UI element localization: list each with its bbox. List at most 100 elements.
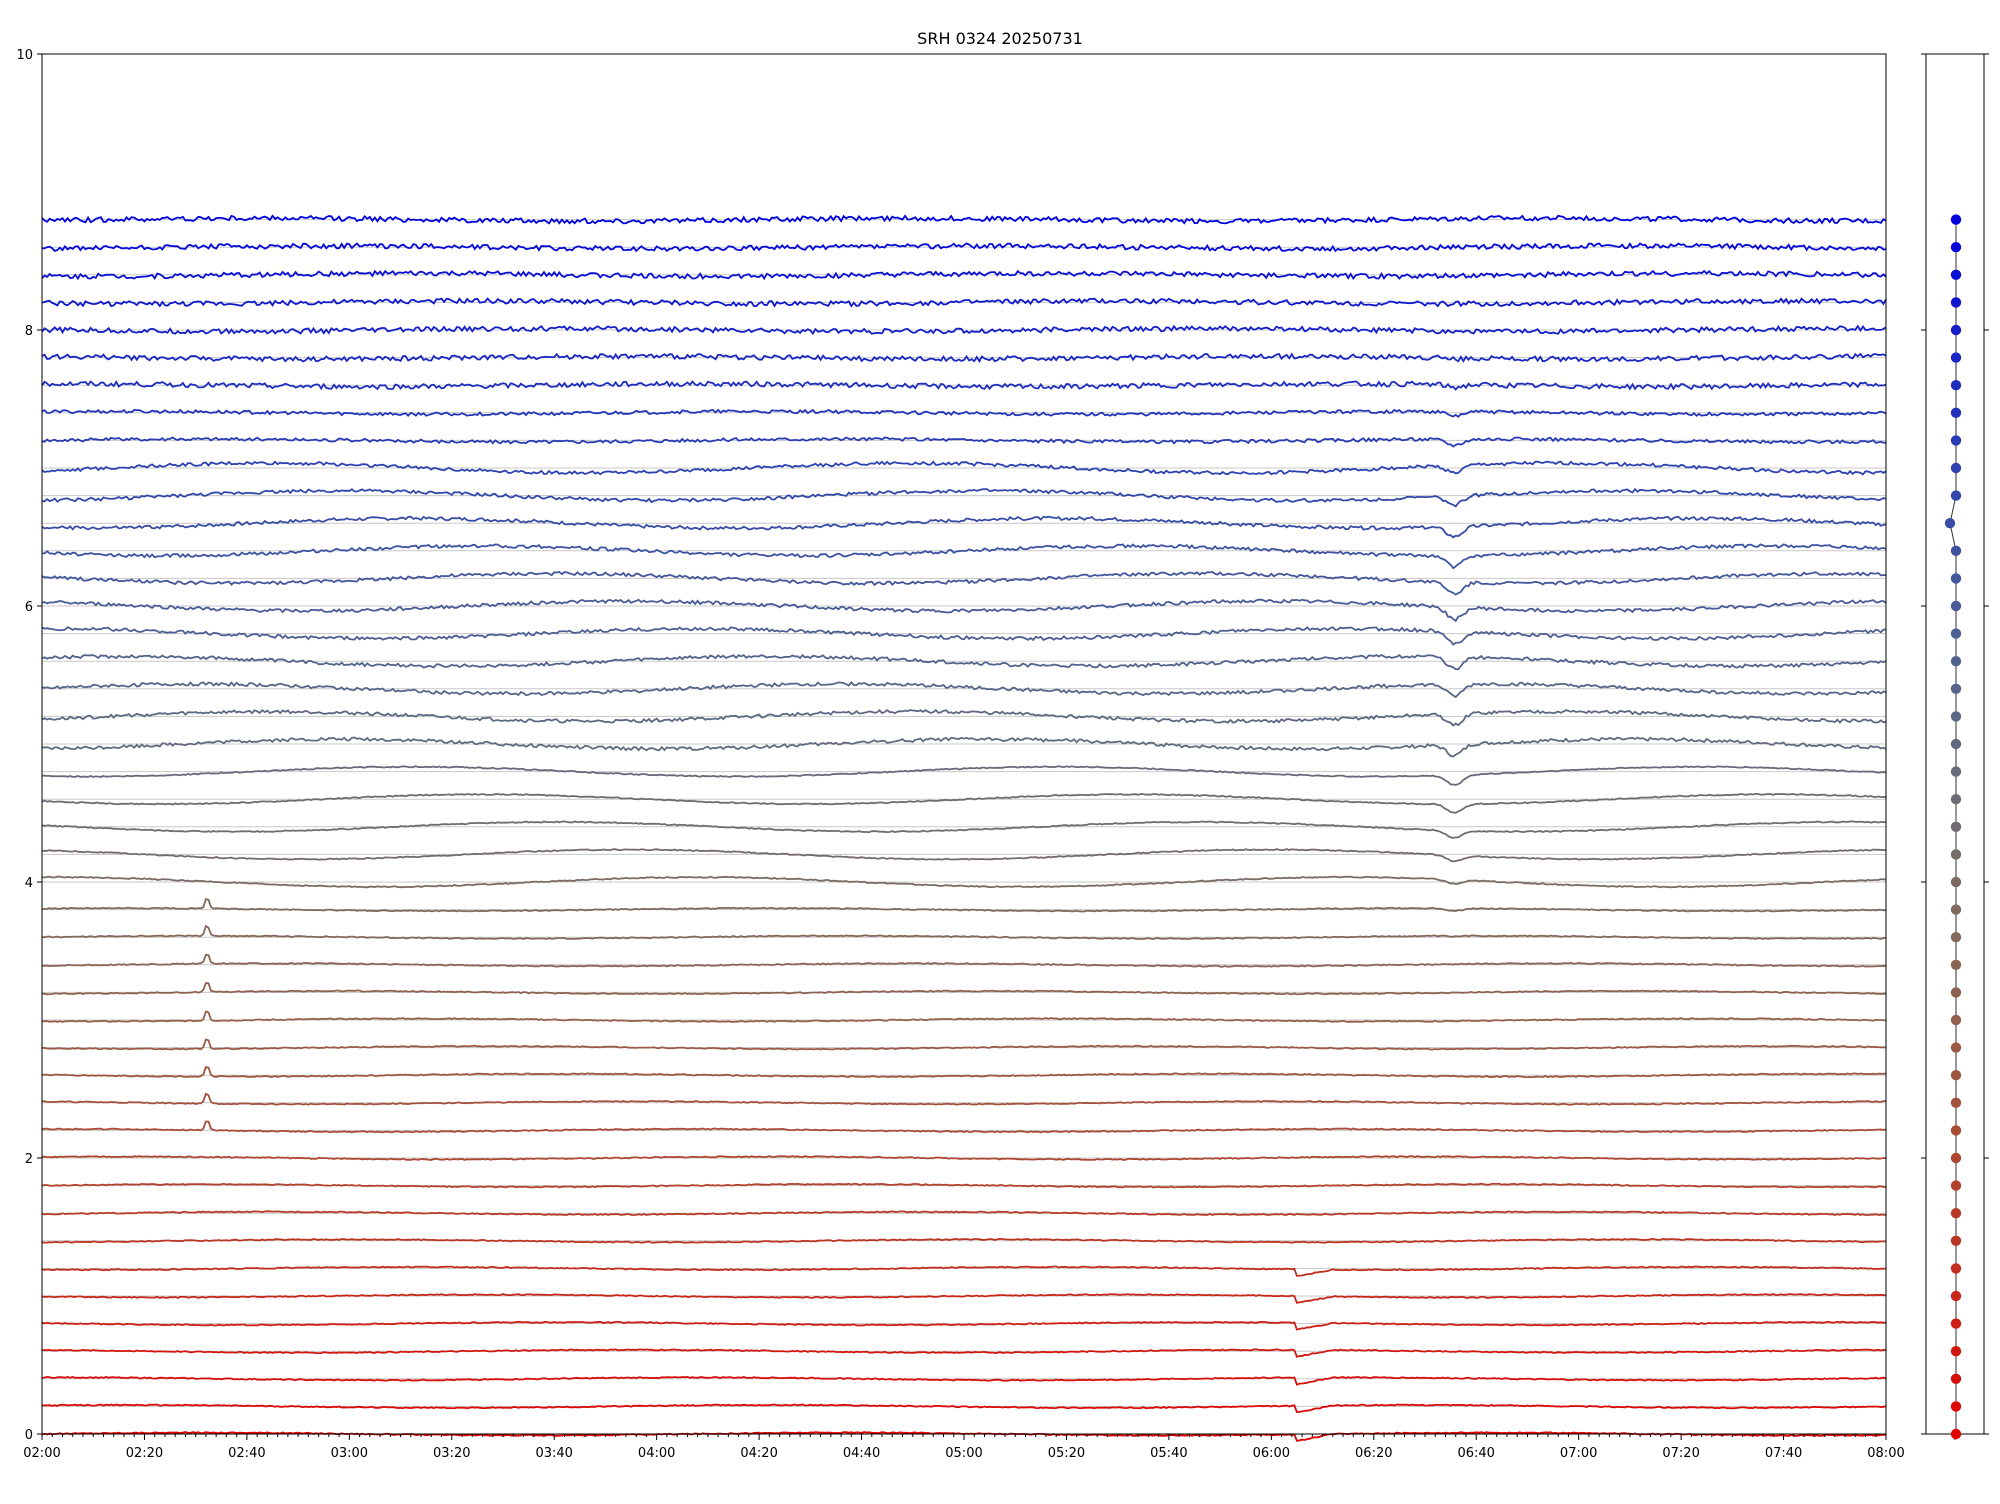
- y-tick-label: 10: [16, 48, 33, 63]
- series-line: [41, 1065, 1887, 1079]
- side-panel-point: [1950, 1428, 1962, 1440]
- side-panel-point: [1950, 352, 1962, 363]
- x-tick-label: 02:00: [23, 1446, 60, 1461]
- x-tick-label: 05:40: [1150, 1446, 1187, 1461]
- side-panel-point: [1950, 1235, 1962, 1247]
- side-panel-point: [1950, 1401, 1962, 1412]
- chart-title: SRH 0324 20250731: [917, 29, 1083, 48]
- series-line: [41, 214, 1887, 225]
- series-line: [42, 543, 1887, 570]
- series-line: [41, 736, 1887, 758]
- series-group: [41, 214, 1887, 1442]
- series-line: [41, 1293, 1887, 1304]
- series-line: [41, 515, 1887, 539]
- series-line: [42, 1092, 1886, 1106]
- series-line: [41, 1237, 1886, 1244]
- series-line: [41, 1375, 1887, 1386]
- side-panel-point: [1950, 656, 1962, 667]
- y-axis: 0 2 4 6 8 10: [16, 48, 42, 1443]
- series-line: [41, 1348, 1887, 1358]
- side-panel-point: [1950, 1290, 1962, 1302]
- side-panel-point: [1950, 242, 1962, 253]
- side-panel-point: [1950, 628, 1962, 639]
- x-tick-label: 08:00: [1867, 1446, 1904, 1461]
- series-line: [41, 487, 1887, 508]
- x-tick-label: 07:20: [1662, 1446, 1699, 1461]
- side-panel-point: [1950, 932, 1962, 943]
- x-tick-label: 07:00: [1560, 1446, 1597, 1461]
- series-line: [41, 792, 1887, 814]
- series-line: [41, 982, 1887, 996]
- series-line: [41, 708, 1887, 727]
- series-line: [41, 626, 1887, 646]
- side-panel-point: [1950, 1070, 1962, 1081]
- side-panel-point: [1950, 1097, 1962, 1109]
- x-axis: 02:00 02:20 02:40 03:00 03:20 03:40 04:00 04:20…: [23, 1434, 1905, 1461]
- series-line: [41, 436, 1886, 448]
- side-panel-point: [1950, 821, 1962, 832]
- x-tick-label: 04:20: [740, 1446, 777, 1461]
- side-panel-points: [1944, 214, 1962, 1440]
- side-panel-point: [1950, 683, 1962, 694]
- x-tick-label: 03:20: [433, 1446, 470, 1461]
- x-tick-label: 02:20: [126, 1446, 163, 1461]
- series-line: [41, 953, 1887, 968]
- side-panel-point: [1950, 380, 1962, 391]
- side-panel-point: [1950, 766, 1962, 777]
- side-panel-point: [1950, 1180, 1962, 1191]
- x-tick-label: 05:00: [945, 1446, 982, 1461]
- y-tick-label: 0: [25, 1428, 33, 1443]
- series-line: [41, 242, 1887, 253]
- series-line: [42, 848, 1887, 863]
- series-line: [41, 571, 1887, 596]
- x-tick-label: 02:40: [228, 1446, 265, 1461]
- series-line: [41, 875, 1887, 889]
- x-tick-label: 06:00: [1253, 1446, 1290, 1461]
- side-panel-point: [1950, 711, 1962, 722]
- series-line: [41, 1265, 1887, 1277]
- side-panel-point: [1950, 1042, 1962, 1053]
- side-panel-point: [1950, 407, 1962, 418]
- series-line: [41, 1320, 1887, 1331]
- x-tick-label: 05:20: [1048, 1446, 1085, 1461]
- series-line: [41, 380, 1887, 391]
- side-panel-point: [1950, 849, 1962, 860]
- side-panel-point: [1950, 462, 1962, 474]
- side-panel-point: [1950, 876, 1962, 888]
- y-tick-label: 4: [25, 876, 33, 891]
- side-panel-point: [1950, 904, 1962, 915]
- y-tick-label: 8: [25, 324, 33, 339]
- series-line: [41, 297, 1887, 308]
- side-panel-point: [1950, 1125, 1962, 1136]
- side-panel-point: [1950, 1373, 1962, 1385]
- series-line: [41, 1010, 1887, 1023]
- side-panel-point: [1950, 1208, 1962, 1219]
- side-panel-point: [1950, 297, 1962, 308]
- series-line: [41, 1210, 1887, 1217]
- series-line: [41, 1182, 1887, 1189]
- series-line: [41, 653, 1887, 671]
- series-line: [41, 269, 1887, 281]
- series-line: [41, 1038, 1887, 1051]
- series-line: [41, 897, 1887, 913]
- series-line: [41, 408, 1887, 418]
- x-tick-label: 06:20: [1355, 1446, 1392, 1461]
- side-panel-point: [1950, 269, 1962, 280]
- side-panel-point: [1950, 324, 1962, 336]
- side-panel-point: [1950, 794, 1962, 805]
- series-line: [42, 1403, 1887, 1414]
- series-line: [41, 681, 1887, 699]
- series-line: [41, 1120, 1887, 1134]
- side-panel-point: [1950, 1014, 1962, 1026]
- side-panel-point: [1950, 490, 1962, 501]
- series-line: [41, 1155, 1887, 1161]
- side-panel-point: [1944, 518, 1956, 529]
- x-tick-label: 04:00: [638, 1446, 675, 1461]
- x-tick-label: 06:40: [1457, 1446, 1494, 1461]
- side-panel-point: [1950, 987, 1962, 998]
- series-line: [41, 924, 1887, 941]
- grid-lines: [42, 219, 1886, 1435]
- series-line: [41, 460, 1887, 476]
